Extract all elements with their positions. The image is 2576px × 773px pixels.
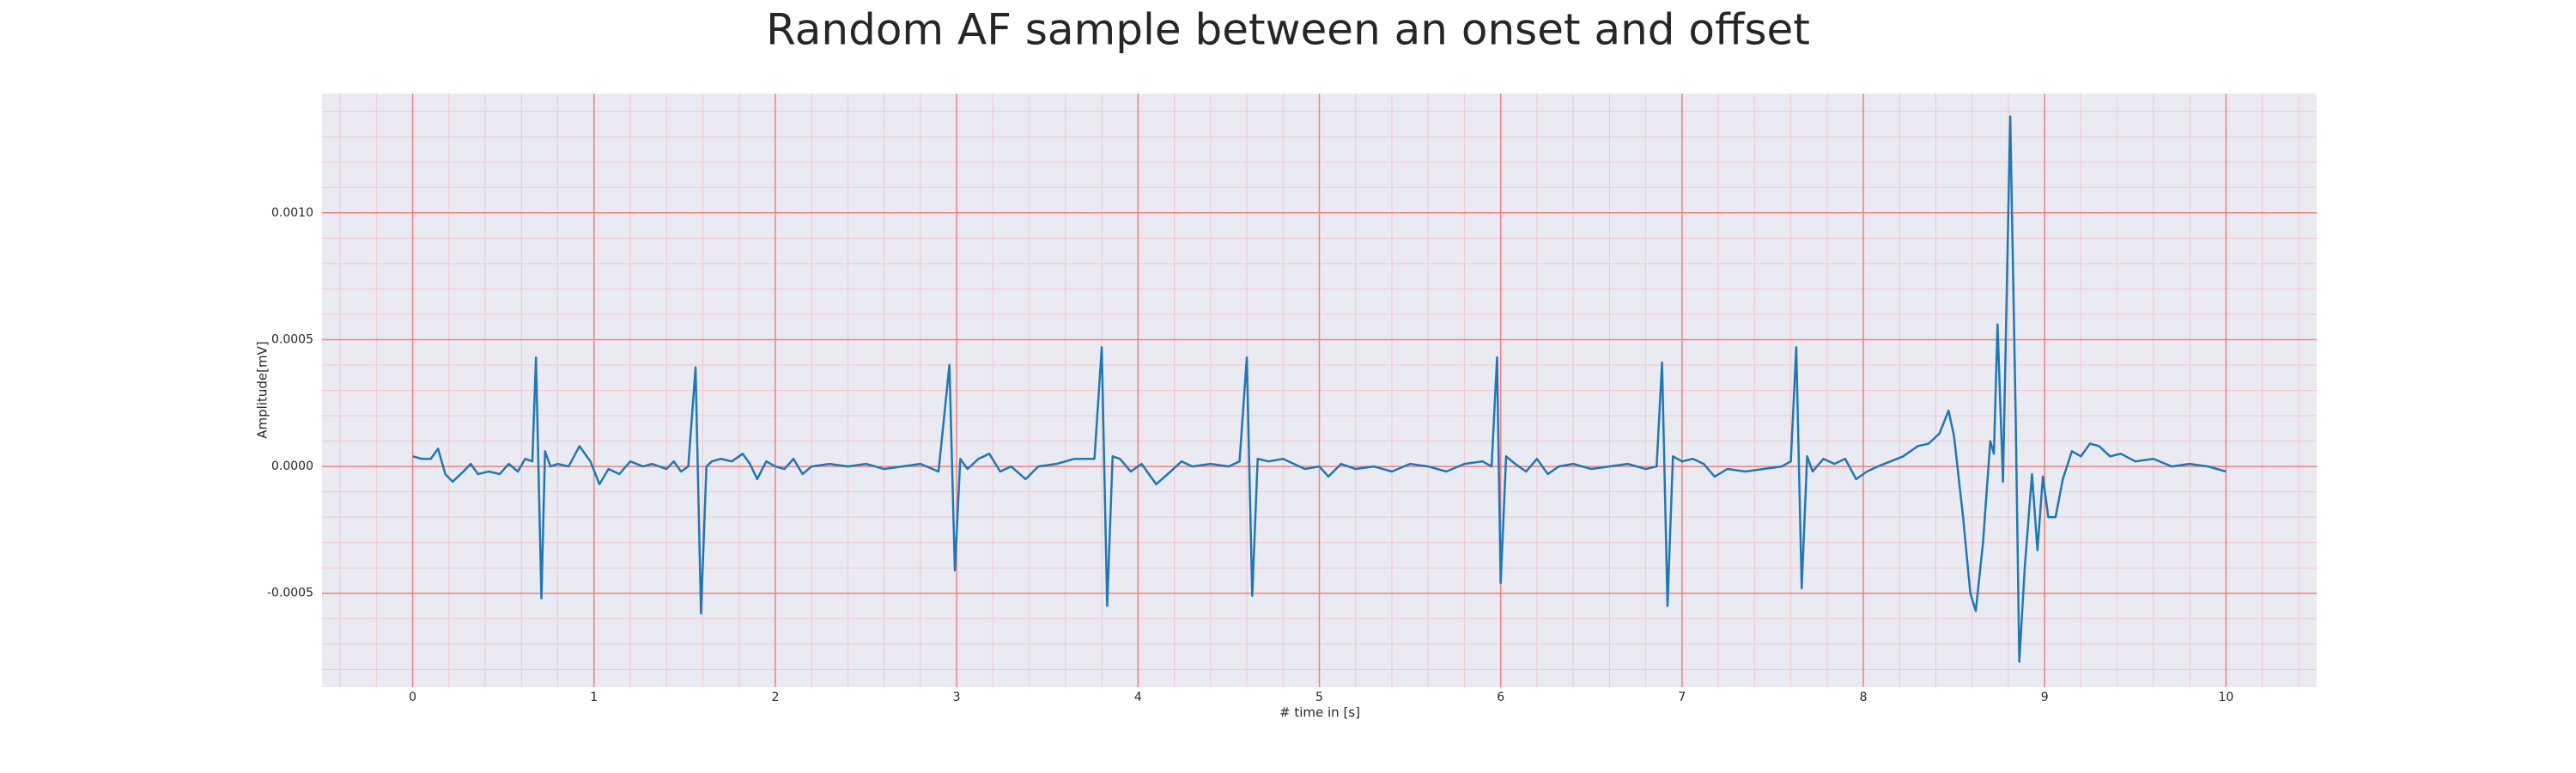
x-tick-label: 10: [2218, 691, 2233, 704]
x-tick-label: 7: [1678, 691, 1686, 704]
x-tick-label: 5: [1315, 691, 1323, 704]
x-tick-label: 4: [1134, 691, 1142, 704]
y-tick-label: 0.0010: [271, 206, 313, 220]
x-tick-label: 8: [1860, 691, 1868, 704]
x-tick-label: 6: [1497, 691, 1504, 704]
chart-title: Random AF sample between an onset and of…: [766, 5, 1810, 55]
x-tick-label: 9: [2041, 691, 2049, 704]
x-tick-label: 2: [771, 691, 779, 704]
y-tick-label: 0.0000: [271, 460, 313, 473]
y-axis-label: Amplitude[mV]: [255, 341, 270, 438]
x-tick-label: 3: [953, 691, 961, 704]
line-series: [412, 115, 2227, 663]
x-tick-label: 0: [409, 691, 416, 704]
y-tick-label: -0.0005: [267, 587, 313, 600]
x-tick-label: 1: [590, 691, 598, 704]
y-tick-label: 0.0005: [271, 332, 313, 346]
x-axis-label: # time in [s]: [1279, 705, 1360, 721]
